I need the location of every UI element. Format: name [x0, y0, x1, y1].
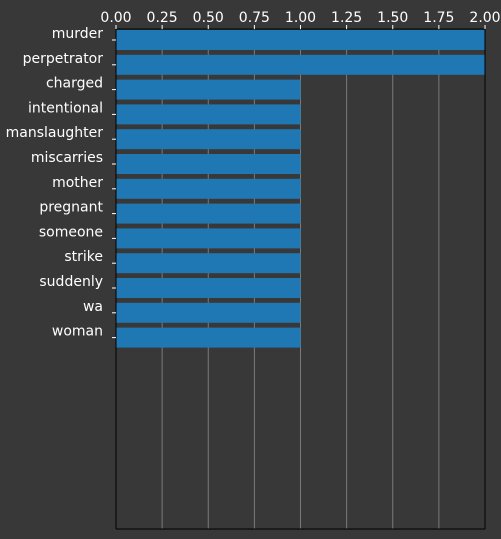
x-tick-label: 1.75: [423, 10, 454, 26]
x-tick-label: 0.50: [193, 10, 224, 26]
bar-manslaughter: [116, 129, 301, 150]
y-category-label: woman: [52, 324, 103, 340]
bar-intentional: [116, 104, 301, 125]
y-category-label: perpetrator: [23, 51, 104, 67]
bar-strike: [116, 253, 301, 274]
x-tick-label: 0.00: [100, 10, 131, 26]
bar-suddenly: [116, 278, 301, 298]
x-tick-labels: 0.00 0.25 0.50 0.75 1.00 1.25 1.50 1.75 2.00: [100, 10, 501, 29]
bars: [116, 30, 485, 348]
y-category-label: pregnant: [39, 200, 103, 216]
y-category-label: suddenly: [39, 274, 103, 290]
bar-wa: [116, 302, 301, 323]
y-category-label: manslaughter: [6, 125, 104, 141]
y-category-label: mother: [52, 175, 103, 191]
x-tick-label: 1.50: [377, 10, 408, 26]
bar-charged: [116, 79, 301, 100]
y-category-label: murder: [52, 26, 104, 42]
x-tick-label: 1.00: [285, 10, 316, 26]
bar-perpetrator: [116, 54, 485, 75]
y-category-label: someone: [39, 224, 103, 240]
x-tick-label: 0.75: [239, 10, 270, 26]
bar-murder: [116, 30, 485, 50]
y-category-label: strike: [64, 249, 103, 265]
x-tick-label: 0.25: [147, 10, 178, 26]
y-category-labels: murder perpetrator charged intentional mansl…: [6, 26, 116, 340]
x-tick-label: 2.00: [469, 10, 500, 26]
bar-someone: [116, 228, 301, 249]
x-tick-label: 1.25: [331, 10, 362, 26]
y-category-label: miscarries: [31, 150, 103, 166]
y-category-label: charged: [46, 76, 103, 92]
y-category-label: wa: [83, 299, 103, 315]
bar-pregnant: [116, 203, 301, 224]
bar-miscarries: [116, 154, 301, 174]
y-category-label: intentional: [28, 100, 103, 116]
bar-woman: [116, 327, 301, 348]
bar-mother: [116, 178, 301, 199]
